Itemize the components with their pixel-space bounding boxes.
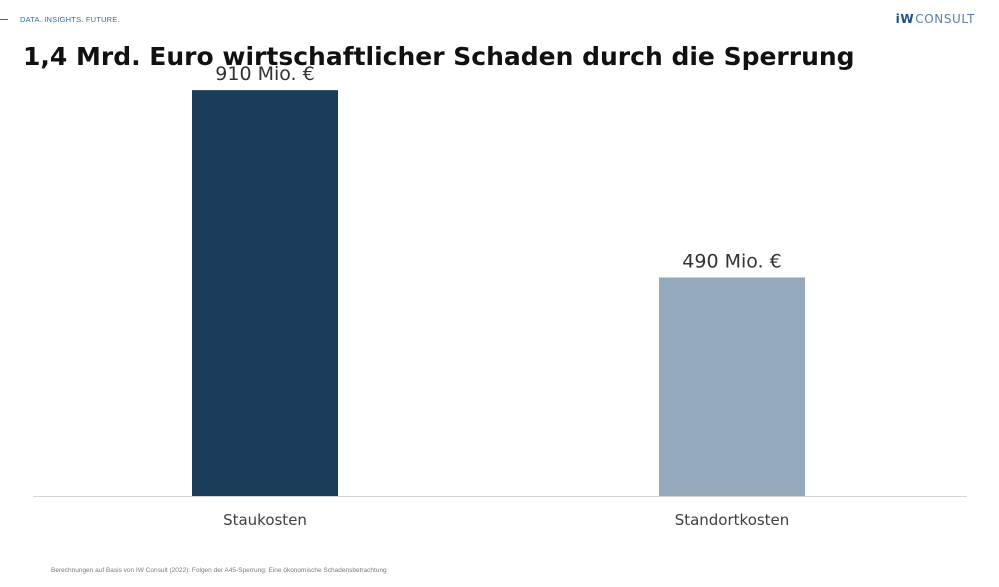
source-footnote: Berechnungen auf Basis von IW Consult (2…	[51, 567, 387, 574]
logo-mark: iW	[895, 12, 915, 26]
logo-text: CONSULT	[915, 12, 975, 26]
data-label-staukosten: 910 Mio. €	[215, 63, 314, 85]
tagline: DATA. INSIGHTS. FUTURE.	[20, 14, 120, 24]
bar-standortkosten	[659, 277, 805, 496]
iw-consult-logo: iW CONSULT	[896, 12, 975, 26]
accent-line	[0, 18, 8, 20]
data-label-standortkosten: 490 Mio. €	[682, 250, 781, 272]
category-label-staukosten: Staukosten	[223, 511, 307, 529]
bar-staukosten	[192, 90, 338, 496]
top-bar: DATA. INSIGHTS. FUTURE.	[0, 12, 120, 26]
category-label-standortkosten: Standortkosten	[675, 511, 790, 529]
chart-title: 1,4 Mrd. Euro wirtschaftlicher Schaden d…	[23, 42, 855, 71]
